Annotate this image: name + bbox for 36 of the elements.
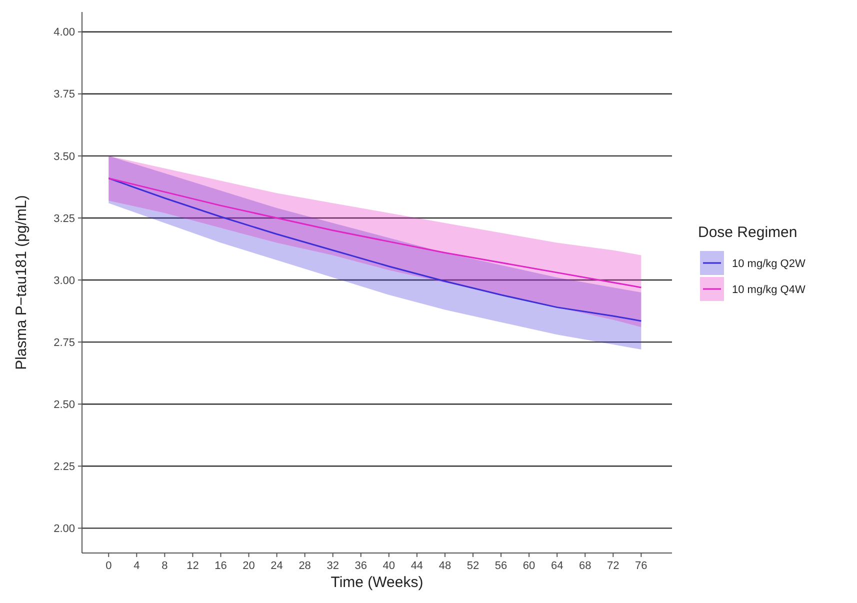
x-tick-label: 56 [494,560,508,572]
y-tick-label: 3.75 [54,88,75,101]
x-tick-label: 20 [242,560,255,572]
x-tick-label: 60 [522,560,536,572]
x-tick-label: 24 [270,560,283,572]
x-tick-label: 44 [410,560,424,572]
x-tick-label: 48 [438,560,452,572]
x-tick-label: 8 [162,560,168,572]
legend-label: 10 mg/kg Q2W [732,258,806,270]
x-tick-label: 28 [298,560,311,572]
x-tick-label: 32 [326,560,339,572]
x-tick-label: 0 [106,560,112,572]
y-axis-title: Plasma P−tau181 (pg/mL) [13,195,30,370]
x-tick-label: 36 [354,560,368,572]
y-tick-label: 2.50 [54,398,75,411]
y-tick-label: 3.00 [54,274,75,287]
y-tick-label: 3.25 [54,212,75,225]
x-tick-label: 64 [550,560,564,572]
x-tick-label: 12 [186,560,199,572]
legend-title: Dose Regimen [698,224,798,241]
x-tick-label: 52 [466,560,480,572]
x-tick-label: 4 [134,560,140,572]
x-tick-label: 40 [382,560,396,572]
y-tick-label: 4.00 [54,26,75,39]
y-tick-label: 2.75 [54,336,75,349]
y-tick-label: 2.00 [54,523,75,536]
y-tick-label: 2.25 [54,460,75,473]
x-tick-label: 68 [578,560,592,572]
line-series [108,178,642,288]
x-tick-label: 16 [214,560,227,572]
x-axis-title: Time (Weeks) [330,574,424,591]
line-series [108,178,642,322]
x-tick-label: 76 [635,560,648,572]
y-tick-label: 3.50 [54,150,75,163]
x-tick-label: 72 [607,560,620,572]
legend-label: 10 mg/kg Q4W [732,284,806,296]
